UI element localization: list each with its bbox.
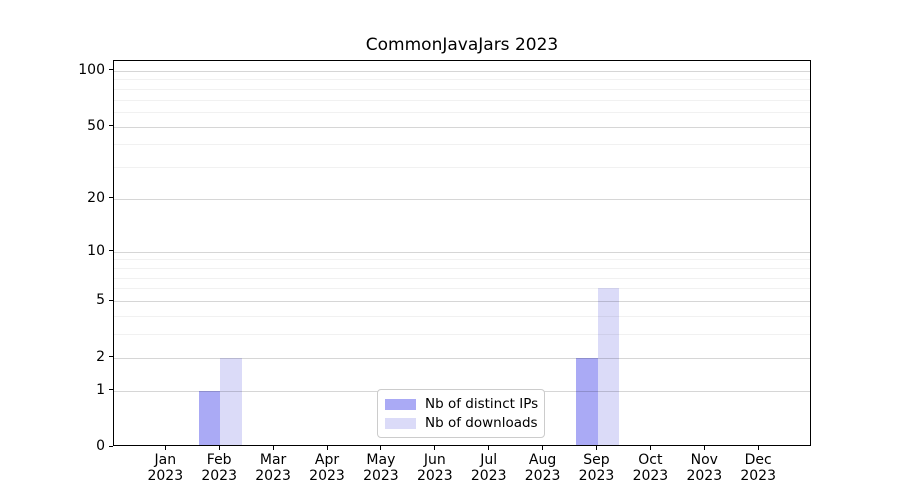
- x-tick-month: Apr: [314, 452, 340, 468]
- minor-gridline: [114, 99, 810, 101]
- y-tick-mark: [109, 356, 113, 357]
- x-tick-label: Aug 2023: [515, 452, 571, 484]
- minor-gridline: [114, 88, 810, 90]
- x-tick-label: Oct 2023: [622, 452, 678, 484]
- x-tick-month: Jul: [480, 452, 498, 468]
- major-gridline: [114, 70, 810, 72]
- gridlines-layer: [114, 61, 810, 445]
- major-gridline: [114, 198, 810, 200]
- x-tick-year: 2023: [201, 468, 237, 484]
- x-tick-month: May: [366, 452, 396, 468]
- x-tick-month: Feb: [206, 452, 232, 468]
- bar-distinct-ips: [198, 390, 221, 445]
- x-tick-year: 2023: [632, 468, 669, 484]
- x-tick-label: Jan 2023: [137, 452, 193, 484]
- x-tick-mark: [488, 446, 490, 450]
- bars-layer: [114, 61, 810, 445]
- x-tick-month: Aug: [528, 452, 557, 468]
- y-tick-label: 100: [78, 61, 105, 78]
- x-tick-label: Mar 2023: [245, 452, 301, 484]
- legend-label-downloads: Nb of downloads: [425, 415, 538, 431]
- x-tick-label: Dec 2023: [730, 452, 786, 484]
- x-tick-mark: [380, 446, 382, 450]
- y-tick-mark: [109, 299, 113, 301]
- x-tick-year: 2023: [578, 468, 615, 484]
- x-tick-mark: [326, 446, 328, 450]
- major-gridline: [114, 251, 810, 253]
- x-tick-year: 2023: [416, 468, 453, 484]
- chart-title: CommonJavaJars 2023: [365, 35, 559, 55]
- x-tick-label: Sep 2023: [569, 452, 625, 484]
- major-gridline: [114, 357, 810, 359]
- y-tick-mark: [109, 250, 113, 252]
- x-tick-year: 2023: [147, 468, 184, 484]
- x-tick-label: Jun 2023: [407, 452, 463, 484]
- y-tick-mark: [109, 445, 113, 447]
- x-tick-mark: [596, 446, 597, 450]
- major-gridline: [114, 301, 810, 302]
- x-tick-month: Mar: [259, 452, 287, 468]
- y-tick-label: 2: [96, 348, 105, 365]
- x-tick-month: Jan: [154, 452, 177, 468]
- x-tick-month: Jun: [423, 452, 446, 468]
- legend-item-downloads: Nb of downloads: [385, 415, 538, 431]
- major-gridline: [114, 126, 810, 128]
- x-tick-mark: [757, 446, 759, 450]
- x-tick-year: 2023: [255, 468, 291, 484]
- y-tick-label: 5: [96, 292, 105, 308]
- x-tick-month: Oct: [638, 452, 663, 468]
- y-tick-label: 10: [87, 242, 105, 259]
- x-tick-month: Nov: [690, 452, 718, 468]
- bar-distinct-ips: [576, 357, 598, 445]
- x-tick-label: May 2023: [353, 452, 409, 484]
- legend-label-distinct-ips: Nb of distinct IPs: [425, 396, 539, 412]
- y-tick-label: 0: [96, 438, 105, 454]
- y-tick-mark: [109, 389, 113, 390]
- y-tick-mark: [109, 125, 113, 127]
- legend-swatch-downloads-icon: [385, 417, 416, 429]
- x-tick-mark: [272, 446, 274, 450]
- y-tick-label: 50: [87, 117, 105, 134]
- plot-area: [113, 60, 811, 446]
- x-tick-year: 2023: [740, 468, 776, 484]
- x-tick-mark: [703, 446, 705, 450]
- y-tick-label: 1: [96, 381, 105, 398]
- x-tick-mark: [164, 446, 166, 450]
- x-tick-label: Feb 2023: [191, 452, 247, 484]
- y-tick-mark: [109, 197, 113, 199]
- minor-gridline: [114, 277, 810, 279]
- x-tick-mark: [542, 446, 544, 450]
- x-tick-mark: [649, 446, 651, 450]
- x-tick-year: 2023: [309, 468, 345, 484]
- minor-gridline: [114, 334, 810, 335]
- x-tick-year: 2023: [363, 468, 399, 484]
- bar-downloads: [220, 357, 242, 445]
- minor-gridline: [114, 315, 810, 317]
- x-tick-month: Dec: [744, 452, 772, 468]
- x-tick-mark: [218, 446, 220, 450]
- x-tick-year: 2023: [524, 468, 561, 484]
- x-tick-month: Sep: [583, 452, 610, 468]
- legend-swatch-distinct-ips-icon: [385, 398, 416, 410]
- x-tick-year: 2023: [470, 468, 507, 484]
- minor-gridline: [114, 288, 810, 290]
- minor-gridline: [114, 144, 810, 146]
- minor-gridline: [114, 79, 810, 81]
- minor-gridline: [114, 267, 810, 269]
- minor-gridline: [114, 167, 810, 169]
- legend-item-distinct-ips: Nb of distinct IPs: [385, 396, 539, 412]
- x-tick-label: Nov 2023: [676, 452, 732, 484]
- x-tick-label: Jul 2023: [461, 452, 517, 484]
- x-tick-year: 2023: [686, 468, 723, 484]
- x-tick-label: Apr 2023: [299, 452, 355, 484]
- minor-gridline: [114, 112, 810, 113]
- legend: Nb of distinct IPs Nb of downloads: [377, 389, 545, 438]
- x-tick-mark: [434, 446, 436, 450]
- bar-downloads: [597, 288, 619, 445]
- minor-gridline: [114, 259, 810, 261]
- y-tick-label: 20: [87, 189, 105, 206]
- y-tick-mark: [109, 69, 113, 71]
